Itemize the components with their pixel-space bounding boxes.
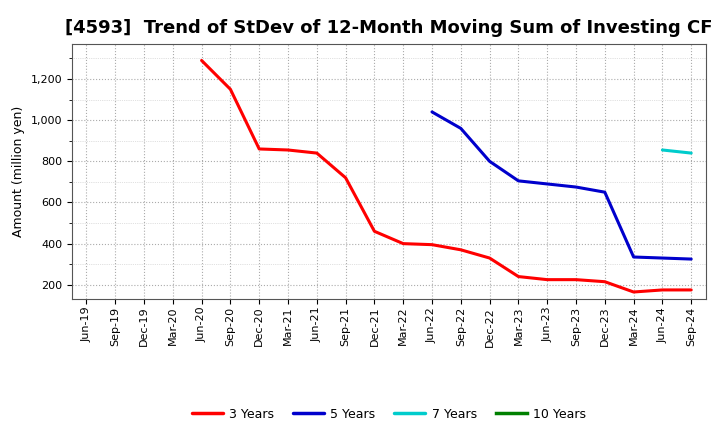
7 Years bbox=[658, 147, 667, 153]
5 Years bbox=[658, 255, 667, 260]
3 Years bbox=[284, 147, 292, 153]
5 Years bbox=[456, 126, 465, 131]
7 Years bbox=[687, 150, 696, 156]
3 Years bbox=[600, 279, 609, 284]
3 Years bbox=[572, 277, 580, 282]
3 Years bbox=[485, 255, 494, 260]
3 Years bbox=[197, 58, 206, 63]
3 Years bbox=[456, 247, 465, 253]
3 Years bbox=[255, 147, 264, 152]
Line: 5 Years: 5 Years bbox=[432, 112, 691, 259]
5 Years bbox=[600, 190, 609, 195]
5 Years bbox=[629, 254, 638, 260]
3 Years bbox=[370, 229, 379, 234]
3 Years bbox=[543, 277, 552, 282]
3 Years bbox=[312, 150, 321, 156]
5 Years bbox=[572, 184, 580, 190]
3 Years bbox=[514, 274, 523, 279]
3 Years bbox=[658, 287, 667, 293]
5 Years bbox=[514, 178, 523, 183]
3 Years bbox=[399, 241, 408, 246]
5 Years bbox=[428, 109, 436, 114]
Line: 3 Years: 3 Years bbox=[202, 60, 691, 292]
Line: 7 Years: 7 Years bbox=[662, 150, 691, 153]
3 Years bbox=[629, 290, 638, 295]
3 Years bbox=[226, 87, 235, 92]
5 Years bbox=[543, 181, 552, 187]
5 Years bbox=[687, 257, 696, 262]
3 Years bbox=[687, 287, 696, 293]
Title: [4593]  Trend of StDev of 12-Month Moving Sum of Investing CF: [4593] Trend of StDev of 12-Month Moving… bbox=[65, 19, 713, 37]
Legend: 3 Years, 5 Years, 7 Years, 10 Years: 3 Years, 5 Years, 7 Years, 10 Years bbox=[186, 403, 591, 425]
Y-axis label: Amount (million yen): Amount (million yen) bbox=[12, 106, 25, 237]
5 Years bbox=[485, 159, 494, 164]
3 Years bbox=[341, 175, 350, 180]
3 Years bbox=[428, 242, 436, 247]
